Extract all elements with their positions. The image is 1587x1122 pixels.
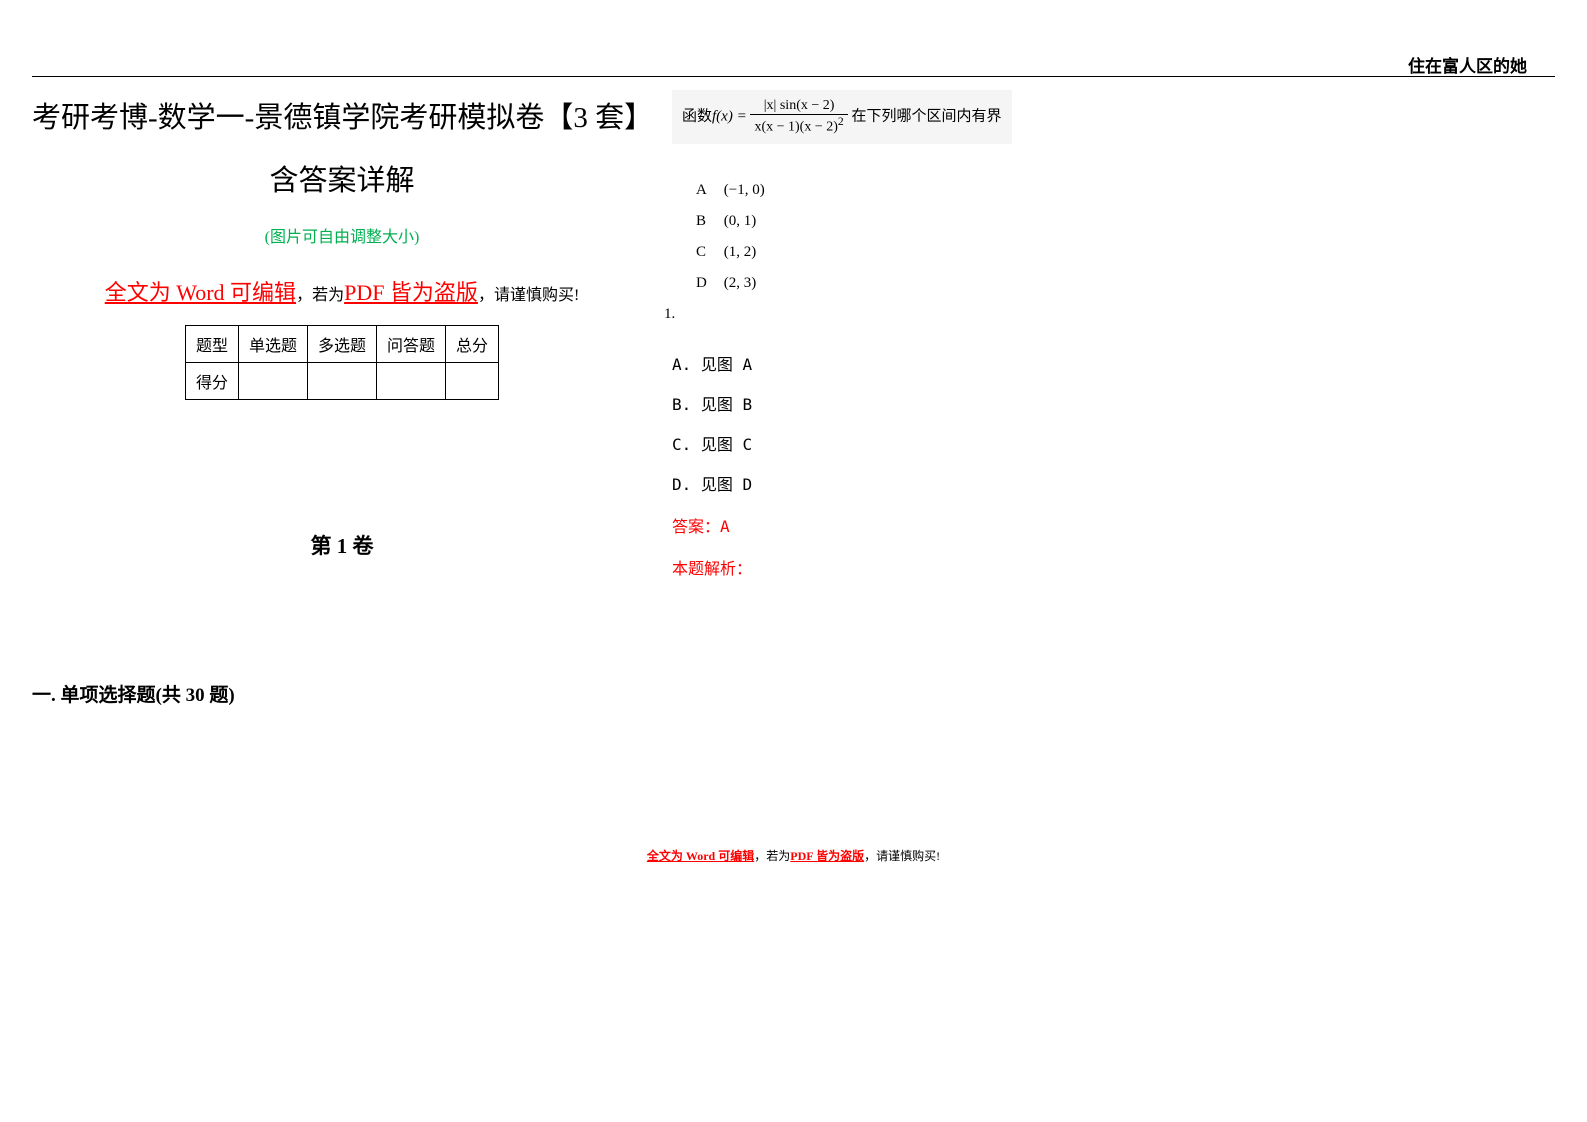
section-title: 一. 单项选择题(共 30 题) xyxy=(32,680,652,707)
question-text: 函数f(x) = |x| sin(x − 2)x(x − 1)(x − 2)2 … xyxy=(672,90,1012,144)
footer-mid: ，若为 xyxy=(754,849,790,863)
analysis-label: 本题解析： xyxy=(672,555,972,579)
doc-subtitle: (图片可自由调整大小) xyxy=(32,223,652,247)
answer-options: A. 见图 A B. 见图 B C. 见图 C D. 见图 D xyxy=(672,351,972,495)
fraction-numerator: |x| sin(x − 2) xyxy=(750,98,847,115)
left-column: 考研考博-数学一-景德镇学院考研模拟卷【3 套】 含答案详解 (图片可自由调整大… xyxy=(32,90,652,707)
answer-option-a: A. 见图 A xyxy=(672,351,972,375)
question-number: 1. xyxy=(664,306,972,323)
doc-title-line2: 含答案详解 xyxy=(32,157,652,199)
option-value: (2, 3) xyxy=(724,275,757,291)
option-a: A (−1, 0) xyxy=(696,182,972,199)
table-cell-empty xyxy=(238,362,307,399)
fraction-denominator: x(x − 1)(x − 2)2 xyxy=(750,115,847,136)
option-b: B (0, 1) xyxy=(696,213,972,230)
footer-word-editable: 全文为 Word 可编辑 xyxy=(647,849,754,863)
option-label: C xyxy=(696,244,720,261)
footer-pdf-pirate: PDF 皆为盗版 xyxy=(790,849,864,863)
doc-title-line1: 考研考博-数学一-景德镇学院考研模拟卷【3 套】 xyxy=(32,98,652,139)
option-label: D xyxy=(696,275,720,292)
header-author: 住在富人区的她 xyxy=(1408,52,1527,77)
table-row: 题型 单选题 多选题 问答题 总分 xyxy=(185,325,498,362)
answer-option-d: D. 见图 D xyxy=(672,471,972,495)
answer-label: 答案：A xyxy=(672,513,972,537)
warning-line: 全文为 Word 可编辑，若为PDF 皆为盗版，请谨慎购买! xyxy=(32,275,652,307)
score-table: 题型 单选题 多选题 问答题 总分 得分 xyxy=(185,325,499,400)
option-label: A xyxy=(696,182,720,199)
table-header-cell: 总分 xyxy=(446,325,499,362)
table-header-cell: 问答题 xyxy=(377,325,446,362)
warning-word-editable: 全文为 Word 可编辑 xyxy=(105,280,296,305)
option-value: (−1, 0) xyxy=(724,182,765,198)
option-value: (0, 1) xyxy=(724,213,757,229)
fraction: |x| sin(x − 2)x(x − 1)(x − 2)2 xyxy=(750,98,847,136)
warning-pdf-pirate: PDF 皆为盗版 xyxy=(344,280,478,305)
table-header-cell: 单选题 xyxy=(238,325,307,362)
table-cell-empty xyxy=(307,362,376,399)
warning-comma: ，若为 xyxy=(296,287,344,304)
footer-end: ，请谨慎购买! xyxy=(864,849,940,863)
header-divider xyxy=(32,76,1555,77)
question-prefix: 函数 xyxy=(682,108,712,124)
right-column: 函数f(x) = |x| sin(x − 2)x(x − 1)(x − 2)2 … xyxy=(672,90,972,579)
table-header-cell: 多选题 xyxy=(307,325,376,362)
function-name: f(x) = xyxy=(712,108,750,124)
option-label: B xyxy=(696,213,720,230)
answer-option-c: C. 见图 C xyxy=(672,431,972,455)
table-cell: 得分 xyxy=(185,362,238,399)
question-suffix: 在下列哪个区间内有界 xyxy=(848,108,1002,124)
option-d: D (2, 3) xyxy=(696,275,972,292)
table-header-cell: 题型 xyxy=(185,325,238,362)
footer-warning: 全文为 Word 可编辑，若为PDF 皆为盗版，请谨慎购买! xyxy=(0,847,1587,864)
option-value: (1, 2) xyxy=(724,244,757,260)
table-row: 得分 xyxy=(185,362,498,399)
options-list: A (−1, 0) B (0, 1) C (1, 2) D (2, 3) xyxy=(696,182,972,292)
warning-end: ，请谨慎购买! xyxy=(478,287,579,304)
volume-title: 第 1 卷 xyxy=(32,530,652,560)
table-cell-empty xyxy=(446,362,499,399)
table-cell-empty xyxy=(377,362,446,399)
answer-option-b: B. 见图 B xyxy=(672,391,972,415)
option-c: C (1, 2) xyxy=(696,244,972,261)
